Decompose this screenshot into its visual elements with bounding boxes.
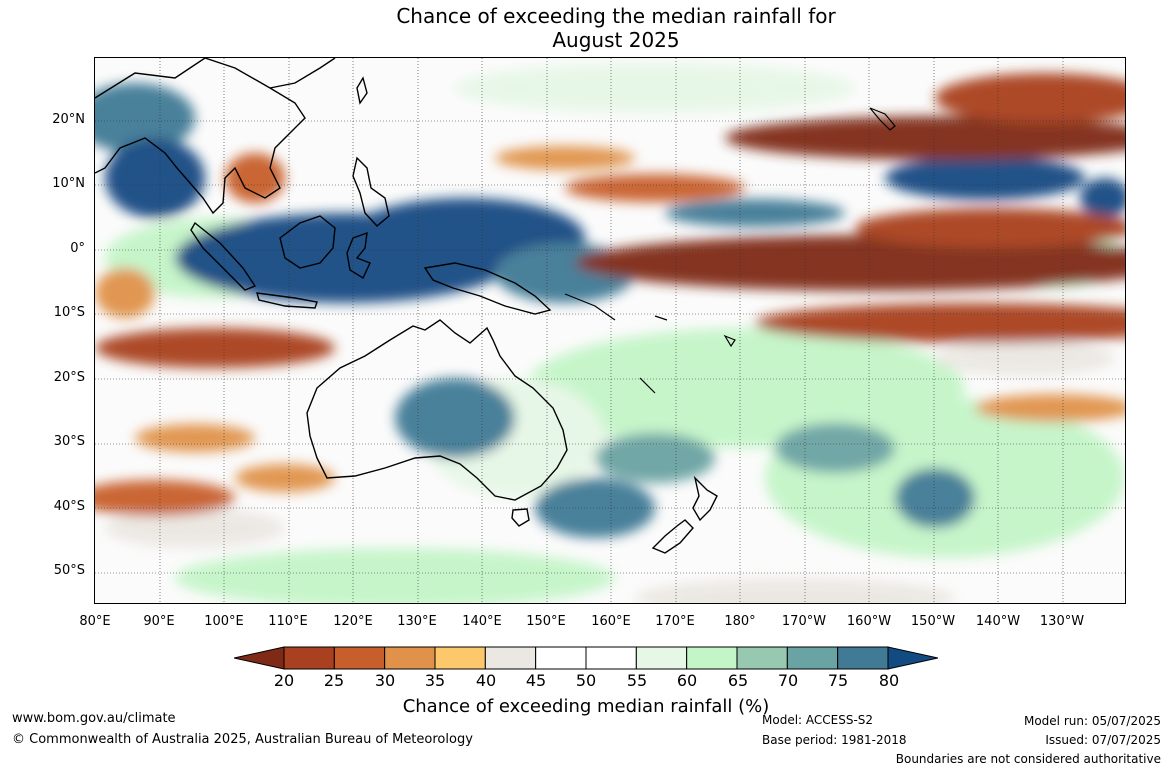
anomaly-fields (95, 63, 1125, 603)
lat-label-10s: 10°S (53, 305, 85, 320)
lon-label-130e: 130°E (397, 614, 437, 629)
colorbar-cell (736, 646, 788, 670)
colorbar-tick: 55 (626, 671, 648, 690)
colorbar-cells (283, 646, 889, 670)
australia-outline (306, 319, 568, 501)
base-period: Base period: 1981-2018 (762, 733, 907, 747)
lon-label-160w: 160°W (846, 614, 892, 629)
colorbar-cell (585, 646, 637, 670)
colorbar-tick: 20 (273, 671, 295, 690)
colorbar-cell (686, 646, 738, 670)
colorbar-cell (384, 646, 436, 670)
hawaii-outline (869, 107, 896, 131)
china-coast-outline (269, 58, 336, 89)
colorbar-tick: 30 (374, 671, 396, 690)
fiji-outline (723, 334, 736, 348)
sumatra-outline (190, 221, 257, 291)
colorbar-tick: 50 (575, 671, 597, 690)
colorbar-tick: 65 (727, 671, 749, 690)
mainland-asia-outline (95, 58, 306, 215)
colorbar-label: Chance of exceeding median rainfall (%) (402, 696, 770, 717)
colorbar-tick: 45 (525, 671, 547, 690)
rainfall-map (94, 57, 1126, 604)
website-link[interactable]: www.bom.gov.au/climate (12, 711, 176, 726)
lat-label-20s: 20°S (53, 370, 85, 385)
colorbar-cell (283, 646, 335, 670)
lon-label-140e: 140°E (462, 614, 502, 629)
colorbar-cell (535, 646, 587, 670)
colorbar-tick: 60 (676, 671, 698, 690)
lon-label-100e: 100°E (204, 614, 244, 629)
lon-label-150e: 150°E (526, 614, 566, 629)
colorbar-low-arrow (234, 646, 285, 670)
lon-label-150w: 150°W (910, 614, 956, 629)
new-guinea-outline (423, 262, 552, 315)
rainfall-map-svg (95, 58, 1125, 603)
lat-label-0: 0° (70, 241, 85, 256)
solomon-islands-outline (564, 293, 616, 321)
lon-label-90e: 90°E (143, 614, 175, 629)
taiwan-outline (356, 76, 368, 105)
lon-label-130w: 130°W (1039, 614, 1085, 629)
lon-label-170w: 170°W (781, 614, 827, 629)
lat-label-50s: 50°S (53, 563, 85, 578)
colorbar-cell (837, 646, 889, 670)
colorbar-tick: 25 (323, 671, 345, 690)
colorbar-high-arrow (887, 646, 938, 670)
lon-label-80e: 80°E (79, 614, 111, 629)
colorbar-tick: 40 (475, 671, 497, 690)
boundaries-disclaimer: Boundaries are not considered authoritat… (895, 752, 1161, 766)
lat-label-20n: 20°N (52, 112, 85, 127)
borneo-outline (279, 215, 336, 269)
map-title: Chance of exceeding the median rainfall … (0, 4, 1173, 52)
coastlines (95, 58, 896, 554)
lon-label-120e: 120°E (333, 614, 373, 629)
title-line-1: Chance of exceeding the median rainfall … (396, 4, 836, 28)
issued-date: Issued: 07/07/2025 (1045, 733, 1161, 747)
lon-label-140w: 140°W (975, 614, 1021, 629)
title-line-2: August 2025 (552, 28, 680, 52)
colorbar-tick: 35 (424, 671, 446, 690)
colorbar-cell (434, 646, 486, 670)
model-name: Model: ACCESS-S2 (762, 713, 874, 727)
nz-north-island-outline (692, 475, 718, 522)
lon-label-180: 180° (724, 614, 756, 629)
colorbar-cell (786, 646, 839, 670)
lat-label-10n: 10°N (52, 176, 85, 191)
colorbar-tick: 80 (878, 671, 900, 690)
lon-label-110e: 110°E (268, 614, 308, 629)
lat-label-40s: 40°S (53, 499, 85, 514)
colorbar (234, 646, 938, 670)
lat-label-30s: 30°S (53, 434, 85, 449)
java-outline (256, 292, 318, 309)
tasmania-outline (511, 508, 530, 527)
lon-label-160e: 160°E (591, 614, 631, 629)
colorbar-cell (333, 646, 386, 670)
new-caledonia-outline (639, 377, 656, 394)
model-run-date: Model run: 05/07/2025 (1023, 714, 1161, 728)
colorbar-tick: 70 (777, 671, 799, 690)
lon-label-170e: 170°E (655, 614, 695, 629)
colorbar-cell (635, 646, 688, 670)
copyright-text: © Commonwealth of Australia 2025, Austra… (12, 732, 473, 747)
colorbar-cell (484, 646, 537, 670)
nz-south-island-outline (651, 519, 694, 554)
colorbar-tick: 75 (827, 671, 849, 690)
sulawesi-outline (346, 231, 371, 280)
philippines-outline (352, 156, 390, 227)
